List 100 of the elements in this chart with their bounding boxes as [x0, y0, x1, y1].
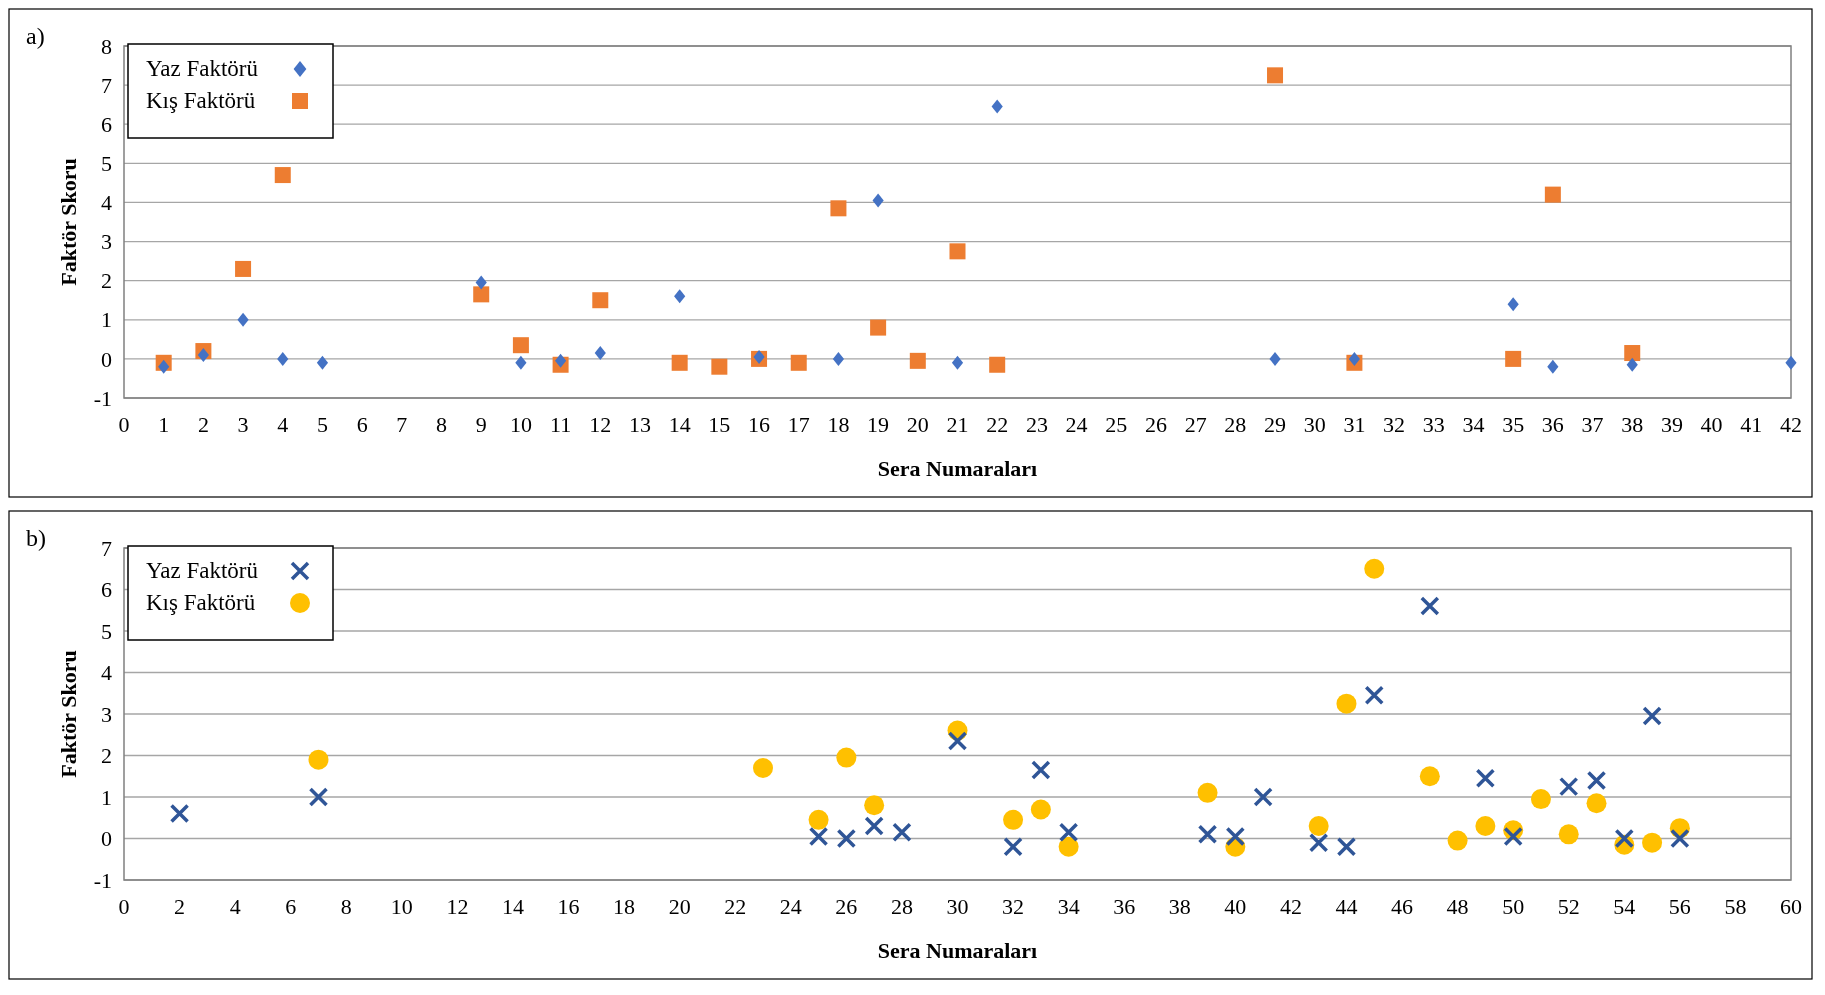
point	[197, 347, 209, 362]
point	[555, 353, 567, 368]
point	[1586, 770, 1607, 791]
x-tick-label: 38	[1168, 894, 1191, 919]
point	[512, 337, 529, 354]
x-tick-label: 40	[1224, 894, 1247, 919]
point	[836, 747, 857, 768]
x-tick-label: 0	[118, 894, 130, 919]
point	[830, 200, 847, 217]
x-tick-label: 22	[986, 412, 1009, 437]
x-tick-label: 54	[1613, 894, 1636, 919]
y-tick-label: 1	[101, 307, 112, 333]
x-tick-label: 41	[1740, 412, 1763, 437]
legend-label: Kış Faktörü	[146, 590, 256, 615]
x-tick-label: 32	[1383, 412, 1406, 437]
point	[1364, 558, 1385, 579]
point	[1269, 351, 1281, 366]
x-tick-label: 21	[946, 412, 969, 437]
point	[864, 795, 885, 816]
x-tick-label: 27	[1184, 412, 1207, 437]
point	[870, 319, 887, 336]
x-tick-label: 9	[475, 412, 487, 437]
point	[790, 354, 807, 371]
point	[1003, 837, 1023, 857]
text: a)	[26, 23, 45, 49]
x-tick-label: 14	[501, 894, 524, 919]
y-tick-label: 2	[101, 268, 112, 294]
y-axis-title: Faktör Skoru	[56, 650, 81, 778]
point	[1031, 760, 1051, 780]
x-tick-label: 14	[668, 412, 691, 437]
y-tick-label: 6	[101, 111, 112, 137]
x-tick-label: 1	[158, 412, 170, 437]
x-tick-label: 3	[237, 412, 249, 437]
x-tick-label: 32	[1002, 894, 1025, 919]
x-tick-label: 42	[1279, 894, 1302, 919]
x-tick-label: 44	[1335, 894, 1358, 919]
x-tick-label: 10	[390, 894, 413, 919]
point	[808, 809, 829, 830]
legend-label: Yaz Faktörü	[146, 56, 259, 81]
x-tick-label: 17	[787, 412, 810, 437]
point	[592, 292, 609, 309]
point	[909, 352, 926, 369]
point	[864, 816, 884, 836]
y-tick-label: 4	[101, 660, 112, 686]
x-tick-label: 35	[1502, 412, 1525, 437]
point	[947, 731, 968, 751]
x-tick-label: 58	[1724, 894, 1747, 919]
point	[1447, 830, 1468, 851]
point	[1544, 186, 1561, 203]
point	[274, 167, 291, 184]
point	[1475, 816, 1496, 837]
point	[1558, 824, 1579, 845]
point	[158, 359, 170, 374]
x-tick-label: 6	[285, 894, 297, 919]
point	[1785, 355, 1797, 370]
x-tick-label: 0	[118, 412, 130, 437]
point	[674, 289, 686, 304]
x-tick-label: 4	[229, 894, 241, 919]
legend-label: Yaz Faktörü	[146, 558, 259, 583]
point	[1419, 766, 1440, 787]
point	[316, 355, 329, 370]
point	[473, 286, 490, 303]
point	[711, 358, 728, 375]
x-tick-label: 12	[446, 894, 469, 919]
x-tick-label: 52	[1557, 894, 1580, 919]
x-tick-label: 16	[557, 894, 580, 919]
point	[169, 803, 190, 824]
x-tick-label: 42	[1780, 412, 1802, 437]
x-tick-label: 10	[509, 412, 532, 437]
point	[1505, 350, 1522, 367]
point	[1530, 789, 1551, 810]
point	[1197, 824, 1218, 845]
x-tick-label: 19	[867, 412, 890, 437]
point	[1670, 828, 1690, 849]
point	[308, 749, 329, 770]
point	[872, 193, 884, 208]
point	[753, 757, 774, 778]
point	[1586, 793, 1607, 814]
point	[1475, 768, 1496, 789]
point	[1030, 799, 1051, 820]
point	[277, 351, 289, 366]
x-tick-label: 40	[1700, 412, 1723, 437]
y-tick-label: 0	[101, 826, 112, 852]
x-tick-label: 6	[356, 412, 368, 437]
point	[836, 828, 857, 849]
point	[1058, 822, 1079, 843]
point	[1624, 345, 1641, 362]
point	[1058, 836, 1079, 857]
point	[475, 275, 487, 290]
x-tick-label: 28	[1224, 412, 1247, 437]
y-tick-label: -1	[93, 385, 112, 411]
x-tick-label: 50	[1502, 894, 1525, 919]
x-tick-label: 25	[1105, 412, 1128, 437]
point	[1614, 828, 1635, 849]
y-tick-label: 0	[101, 346, 112, 372]
x-tick-label: 34	[1057, 894, 1080, 919]
point	[594, 346, 606, 361]
y-tick-label: 7	[101, 72, 112, 98]
x-tick-label: 13	[628, 412, 651, 437]
x-tick-label: 20	[906, 412, 929, 437]
